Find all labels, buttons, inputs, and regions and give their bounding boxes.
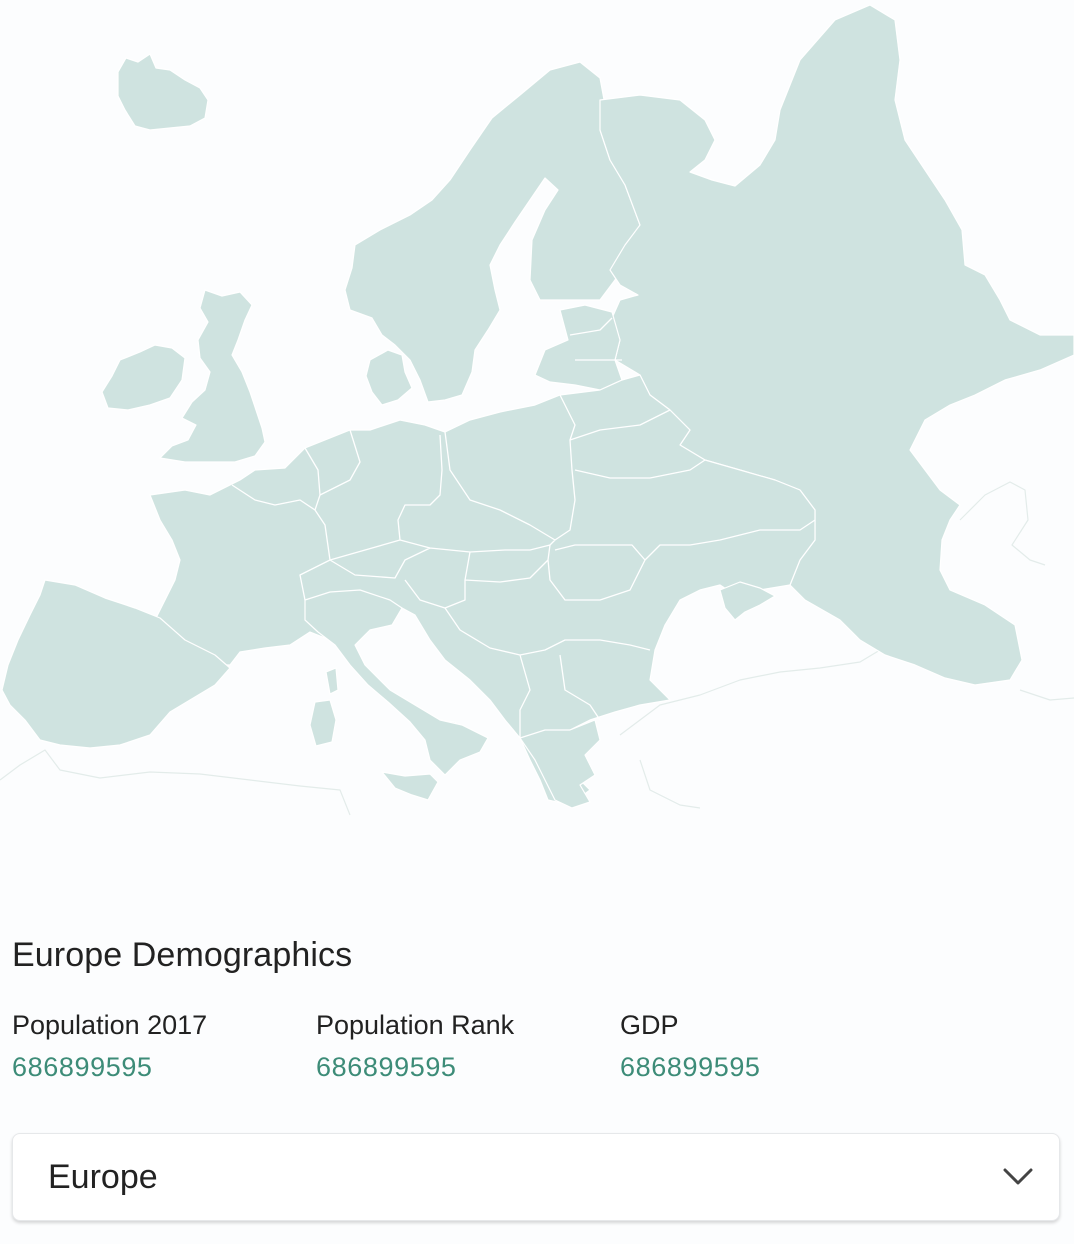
europe-map[interactable] xyxy=(0,0,1074,870)
scandinavia xyxy=(344,61,641,403)
stat-value: 686899595 xyxy=(12,1052,153,1082)
africa-coastline xyxy=(0,649,881,816)
region-select-value: Europe xyxy=(48,1158,158,1196)
demographics-title: Europe Demographics xyxy=(12,936,353,974)
stat-population-rank: Population Rank 686899595 xyxy=(316,1008,606,1084)
stat-gdp: GDP 686899595 xyxy=(620,1008,910,1084)
middle-east-outline xyxy=(959,481,1074,701)
ireland xyxy=(101,344,186,411)
iceland xyxy=(117,53,209,131)
denmark xyxy=(365,349,413,406)
region-select[interactable]: Europe xyxy=(12,1133,1060,1221)
stat-label: Population 2017 xyxy=(12,1010,208,1040)
great-britain xyxy=(159,289,266,463)
europe-map-svg xyxy=(0,4,1074,816)
greece xyxy=(519,719,601,809)
stat-label: Population Rank xyxy=(316,1010,515,1040)
stat-value: 686899595 xyxy=(620,1052,761,1082)
sardinia xyxy=(309,699,337,747)
sicily xyxy=(381,771,439,801)
baltic-states xyxy=(534,304,623,391)
country-borders xyxy=(231,317,816,738)
stat-value: 686899595 xyxy=(316,1052,457,1082)
corsica xyxy=(325,667,339,695)
chevron-down-icon[interactable] xyxy=(1001,1164,1035,1188)
stat-label: GDP xyxy=(620,1010,679,1040)
iberia xyxy=(1,579,231,749)
crimea xyxy=(719,581,776,621)
stat-population-2017: Population 2017 686899595 xyxy=(12,1008,302,1084)
italy xyxy=(304,589,489,776)
